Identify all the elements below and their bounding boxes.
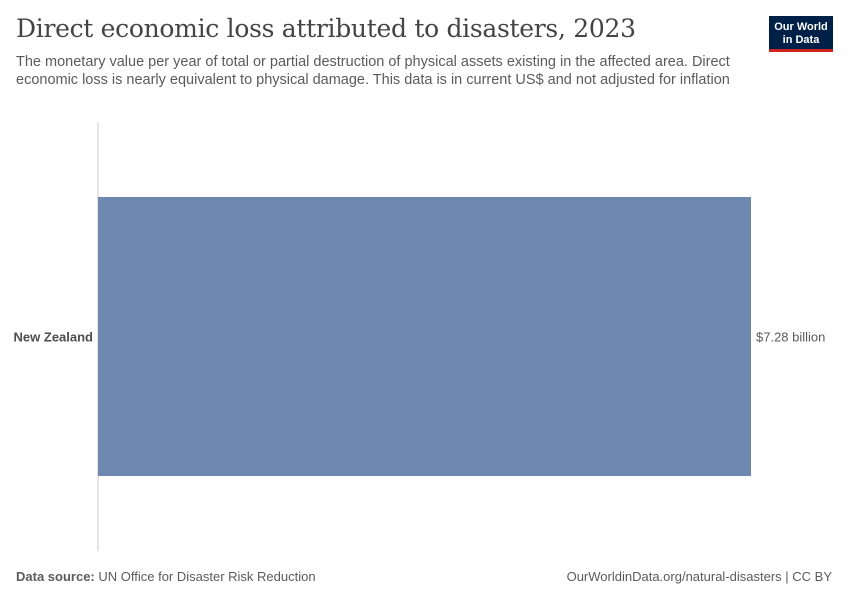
bar-new-zealand[interactable] [98, 197, 751, 476]
url-license[interactable]: OurWorldinData.org/natural-disasters | C… [566, 569, 832, 584]
chart-subtitle: The monetary value per year of total or … [16, 54, 730, 88]
value-label: $7.28 billion [756, 330, 825, 345]
data-source-text: UN Office for Disaster Risk Reduction [94, 569, 316, 584]
logo-line-1: Our World [774, 21, 828, 33]
chart-title: Direct economic loss attributed to disas… [16, 14, 636, 43]
data-source: Data source: UN Office for Disaster Risk… [16, 569, 316, 584]
owid-logo[interactable]: Our World in Data [769, 16, 833, 52]
logo-line-2: in Data [782, 33, 820, 46]
category-label: New Zealand [14, 330, 94, 345]
data-source-label: Data source: [16, 569, 95, 584]
